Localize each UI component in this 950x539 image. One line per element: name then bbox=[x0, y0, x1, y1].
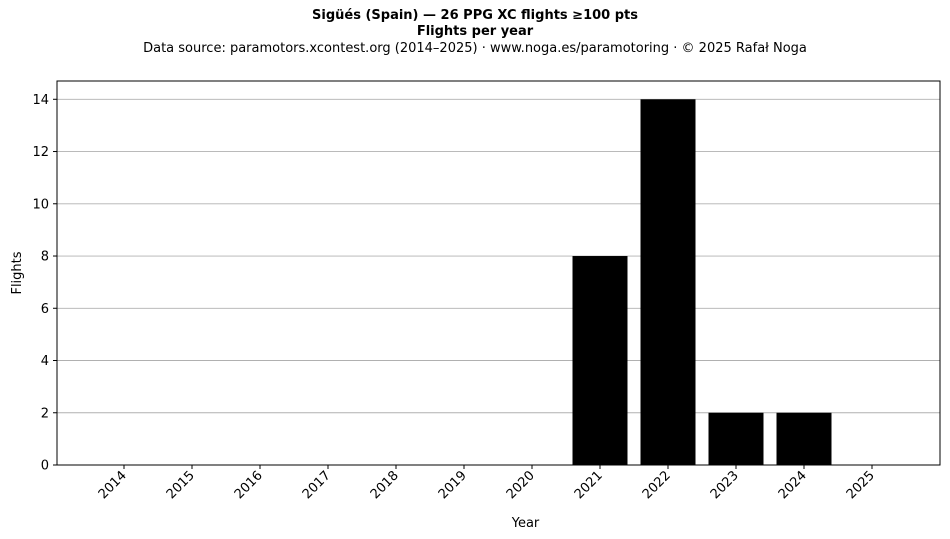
y-tick-label: 8 bbox=[41, 250, 49, 265]
x-tick-label: 2015 bbox=[164, 468, 198, 502]
x-tick-label: 2014 bbox=[96, 468, 130, 502]
bar-2023 bbox=[708, 412, 764, 465]
chart-subtitle: Flights per year bbox=[416, 24, 534, 39]
x-tick-label: 2019 bbox=[436, 468, 470, 502]
y-tick-label: 14 bbox=[32, 93, 49, 108]
y-tick-label: 4 bbox=[41, 354, 49, 369]
bar-2024 bbox=[776, 412, 832, 465]
y-tick-label: 12 bbox=[32, 145, 49, 160]
bar-2021 bbox=[572, 256, 628, 465]
plot-frame bbox=[56, 80, 941, 466]
x-tick-label: 2021 bbox=[572, 468, 606, 502]
x-tick-label: 2023 bbox=[708, 468, 742, 502]
bar-2022 bbox=[640, 99, 696, 466]
x-tick-label: 2018 bbox=[368, 468, 402, 502]
chart-titles: Sigüés (Spain) — 26 PPG XC flights ≥100 … bbox=[0, 8, 950, 58]
y-axis-label: Flights bbox=[10, 251, 25, 294]
x-tick-label: 2022 bbox=[640, 468, 674, 502]
y-tick-label: 6 bbox=[41, 302, 49, 317]
x-tick-label: 2024 bbox=[776, 468, 810, 502]
chart-title: Sigüés (Spain) — 26 PPG XC flights ≥100 … bbox=[312, 8, 638, 23]
y-tick-label: 10 bbox=[32, 197, 49, 212]
x-tick-label: 2016 bbox=[232, 468, 266, 502]
y-tick-label: 2 bbox=[41, 406, 49, 421]
y-tick-label: 0 bbox=[41, 459, 49, 474]
chart-source-line: Data source: paramotors.xcontest.org (20… bbox=[143, 41, 807, 56]
x-tick-label: 2025 bbox=[844, 468, 878, 502]
x-axis-label: Year bbox=[511, 516, 540, 531]
x-tick-label: 2020 bbox=[504, 468, 538, 502]
x-tick-label: 2017 bbox=[300, 468, 334, 502]
